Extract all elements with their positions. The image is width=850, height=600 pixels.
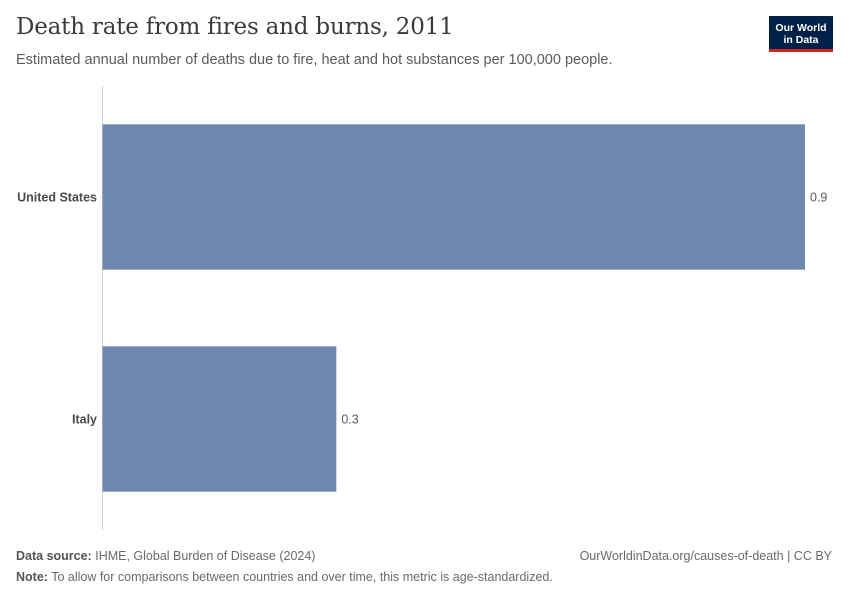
chart-subtitle: Estimated annual number of deaths due to… [16,52,613,68]
value-label: 0.3 [341,413,358,427]
data-source-label: Data source: [16,549,92,563]
category-label: Italy [72,413,97,427]
data-source: Data source: IHME, Global Burden of Dise… [16,549,315,563]
note-label: Note: [16,570,48,584]
logo-line-2: in Data [783,34,819,46]
license-link[interactable]: OurWorldinData.org/causes-of-death | CC … [579,549,832,563]
bar-united-states[interactable] [102,124,806,270]
category-label: United States [17,191,97,205]
data-source-text[interactable]: IHME, Global Burden of Disease (2024) [95,549,316,563]
bar-chart: United States 0.9 Italy 0.3 [17,86,827,530]
value-label: 0.9 [810,191,827,205]
logo-line-1: Our World [775,22,827,34]
note-text: To allow for comparisons between countri… [51,570,553,584]
bar-italy[interactable] [102,346,337,492]
owid-logo[interactable]: Our World in Data [769,16,833,52]
chart-title: Death rate from fires and burns, 2011 [16,14,454,40]
chart-note: Note: To allow for comparisons between c… [16,570,553,584]
